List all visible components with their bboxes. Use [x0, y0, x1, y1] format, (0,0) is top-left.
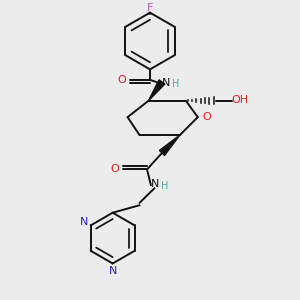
Text: O: O — [118, 75, 127, 85]
Text: N: N — [109, 266, 117, 276]
Text: H: H — [172, 79, 179, 89]
Text: H: H — [160, 181, 168, 191]
Text: N: N — [162, 78, 171, 88]
Text: O: O — [202, 112, 211, 122]
Text: F: F — [147, 3, 153, 13]
Text: N: N — [80, 217, 88, 227]
Text: OH: OH — [231, 95, 248, 105]
Polygon shape — [148, 80, 165, 101]
Text: N: N — [151, 179, 159, 189]
Text: O: O — [110, 164, 119, 173]
Polygon shape — [159, 135, 180, 155]
